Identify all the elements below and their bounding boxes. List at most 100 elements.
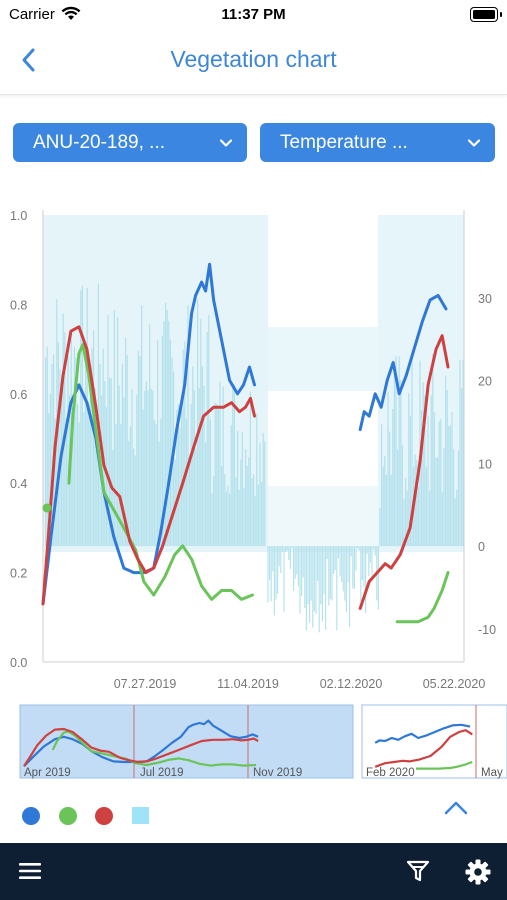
legend-green-series[interactable] [59, 807, 77, 825]
temperature-bar [445, 376, 447, 547]
temperature-bar [61, 387, 63, 547]
temperature-bar [433, 412, 435, 547]
temperature-bar [224, 474, 226, 547]
green-series-line [67, 343, 450, 624]
temperature-bar [75, 357, 77, 547]
temperature-bar [203, 385, 205, 547]
temperature-bar [385, 474, 387, 547]
settings-button[interactable] [464, 858, 492, 886]
temperature-bar [222, 386, 224, 547]
vegetation-chart[interactable]: 0.0 0.2 0.4 0.6 0.8 1.0 -10 0 10 20 30 07.27.2019 11… [0, 200, 507, 700]
temperature-bar [169, 339, 171, 547]
wifi-icon [61, 6, 81, 20]
temperature-bar [347, 546, 349, 583]
temperature-bar [435, 457, 437, 547]
temperature-bar [251, 478, 253, 547]
temperature-bar [168, 320, 170, 547]
metric-select[interactable]: Temperature ... [260, 123, 495, 162]
y-left-tick-label: 0.2 [10, 567, 27, 581]
range-navigator[interactable]: Apr 2019 Jul 2019 Nov 2019 Feb 2020 May [0, 702, 507, 782]
back-button[interactable] [12, 42, 48, 78]
temperature-bar [310, 546, 312, 601]
navigator-red-line [23, 727, 473, 768]
temperature-bar [125, 337, 127, 547]
temperature-bar [409, 415, 411, 547]
temperature-bar [459, 360, 461, 547]
hamburger-menu-icon [19, 863, 41, 879]
temperature-bar [457, 450, 459, 547]
temperature-bar [269, 546, 271, 580]
temperature-bar [230, 425, 232, 547]
temperature-bar [361, 546, 363, 581]
y-right-tick-label: -10 [478, 623, 496, 637]
temperature-bar [217, 409, 219, 547]
temperature-bar [83, 412, 85, 547]
temperature-bar [323, 546, 325, 595]
status-bar: Carrier 11:37 PM [0, 0, 507, 30]
temperature-bar [209, 419, 211, 547]
temperature-bar [150, 388, 152, 547]
temperature-bar [277, 546, 279, 594]
legend-temperature-bars[interactable] [132, 807, 149, 824]
temperature-bar [118, 385, 120, 547]
temperature-bar [232, 386, 234, 547]
temperature-bar [382, 466, 384, 547]
temperature-bar [448, 425, 450, 547]
temperature-bar [131, 388, 133, 547]
temperature-bar [374, 546, 376, 556]
temperature-bar [161, 336, 163, 547]
temperature-bar [313, 546, 315, 612]
temperature-bar [181, 398, 183, 547]
temperature-bar [280, 546, 282, 573]
temperature-bar [190, 403, 192, 547]
temperature-bar [440, 419, 442, 547]
temperature-bar [289, 546, 291, 569]
temperature-bar [325, 546, 327, 630]
field-select-value: ANU-20-189, ... [33, 132, 165, 153]
x-tick-label: 05.22.2020 [423, 677, 486, 691]
temperature-bar [395, 356, 397, 547]
temperature-bar [78, 422, 80, 547]
temperature-bar [293, 546, 295, 591]
temperature-bar [449, 425, 451, 547]
temperature-bar [384, 455, 386, 547]
gear-icon [465, 859, 491, 885]
legend-blue-series[interactable] [22, 807, 40, 825]
temperature-bar [96, 404, 98, 547]
temperature-bar [393, 366, 395, 547]
temperature-bar [49, 393, 51, 547]
temperature-bar [259, 443, 261, 547]
temperature-bar [229, 493, 231, 547]
temperature-bar [248, 457, 250, 547]
x-tick-label: 02.12.2020 [320, 677, 383, 691]
temperature-bar [182, 349, 184, 547]
legend-red-series[interactable] [95, 807, 113, 825]
chevron-left-icon [22, 48, 35, 72]
temperature-bar [456, 489, 458, 547]
field-select[interactable]: ANU-20-189, ... [13, 123, 247, 162]
temperature-bar [349, 546, 351, 627]
temperature-bar [368, 546, 370, 577]
temperature-bar [245, 449, 247, 547]
temperature-bar [185, 419, 187, 547]
temperature-bar [430, 395, 432, 547]
menu-button[interactable] [18, 859, 44, 883]
temperature-bar [270, 546, 272, 602]
temperature-bar [422, 382, 424, 547]
temperature-bar [350, 546, 352, 557]
temperature-bar [249, 391, 251, 547]
temperature-bar [381, 424, 383, 547]
temperature-bar [208, 315, 210, 547]
temperature-bar [128, 440, 130, 547]
navigation-bar: Vegetation chart [0, 30, 507, 95]
filter-button[interactable] [405, 858, 431, 884]
temperature-bar [427, 416, 429, 547]
navigator-label: Jul 2019 [140, 767, 183, 779]
temperature-bar [187, 305, 189, 547]
collapse-button[interactable] [442, 796, 470, 820]
temperature-bar [294, 546, 296, 579]
temperature-bar [264, 441, 266, 547]
temperature-bar [129, 426, 131, 547]
temperature-bar [45, 357, 47, 547]
temperature-bar [195, 448, 197, 547]
